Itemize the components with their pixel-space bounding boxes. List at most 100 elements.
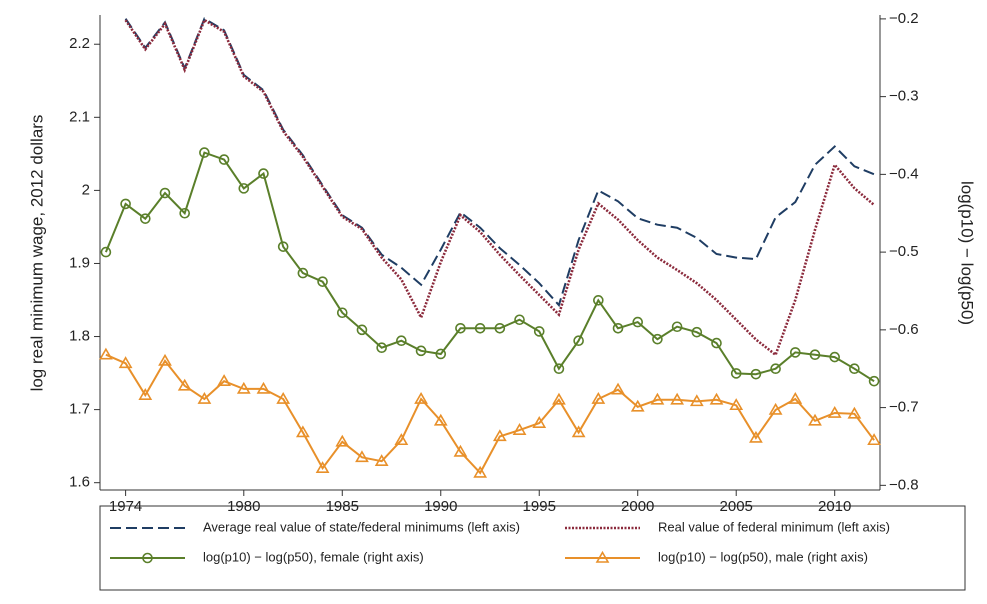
y2-tick-label: −0.6	[889, 321, 919, 338]
marker	[258, 168, 269, 179]
marker	[770, 363, 781, 375]
marker	[315, 461, 330, 474]
marker	[335, 434, 350, 447]
marker	[829, 351, 840, 363]
series-line	[124, 17, 875, 308]
x-tick-label: 1990	[424, 498, 457, 515]
y2-tick-label: −0.2	[889, 10, 919, 27]
marker	[514, 314, 525, 326]
marker	[159, 187, 171, 199]
marker	[532, 416, 547, 428]
marker	[691, 326, 703, 338]
y2-axis-label: log(p10) − log(p50)	[958, 181, 977, 325]
marker	[100, 246, 112, 258]
marker	[317, 276, 328, 287]
y-tick-label: 1.6	[69, 474, 90, 491]
legend-label: log(p10) − log(p50), female (right axis)	[203, 549, 424, 564]
marker	[236, 381, 251, 394]
x-tick-label: 2010	[818, 498, 851, 515]
marker	[611, 382, 625, 395]
marker	[453, 444, 468, 457]
series-line	[124, 18, 875, 357]
marker	[238, 183, 250, 194]
marker	[197, 391, 212, 404]
x-tick-label: 2005	[720, 498, 753, 515]
marker	[158, 353, 172, 366]
y2-tick-label: −0.8	[889, 476, 919, 493]
marker	[356, 324, 368, 336]
x-tick-label: 1974	[109, 498, 142, 515]
marker	[355, 450, 369, 463]
marker	[652, 333, 663, 345]
marker	[276, 391, 291, 404]
marker	[179, 207, 190, 219]
marker	[788, 391, 803, 404]
marker	[376, 342, 387, 354]
marker	[474, 322, 486, 334]
marker	[867, 433, 881, 446]
marker	[140, 213, 151, 224]
marker	[768, 402, 783, 415]
y-tick-label: 2.2	[69, 35, 90, 52]
marker	[199, 147, 210, 158]
marker	[750, 368, 762, 380]
marker	[415, 345, 427, 357]
legend-box	[99, 505, 966, 591]
marker	[256, 381, 271, 394]
marker	[414, 391, 428, 404]
marker	[120, 198, 131, 210]
marker	[650, 392, 665, 405]
y-tick-label: 1.8	[69, 328, 90, 345]
y2-tick-label: −0.7	[889, 399, 919, 416]
marker	[730, 368, 742, 379]
marker	[118, 356, 133, 369]
marker	[177, 378, 192, 391]
marker	[435, 348, 447, 360]
legend-label: log(p10) − log(p50), male (right axis)	[658, 549, 868, 564]
marker	[670, 392, 685, 405]
x-tick-label: 1985	[326, 498, 359, 515]
marker	[591, 391, 606, 404]
marker	[455, 322, 466, 334]
x-tick-label: 1995	[523, 498, 556, 515]
marker	[552, 392, 566, 405]
marker	[512, 423, 527, 435]
legend-label: Real value of federal minimum (left axis…	[658, 519, 890, 534]
marker	[689, 394, 704, 407]
marker	[632, 316, 644, 328]
marker	[433, 413, 448, 426]
legend-label: Average real value of state/federal mini…	[203, 519, 520, 534]
x-tick-label: 1980	[227, 498, 260, 515]
marker	[571, 425, 586, 438]
y2-tick-label: −0.4	[889, 165, 919, 182]
marker	[138, 388, 153, 400]
series-line	[104, 151, 875, 383]
marker	[827, 405, 842, 418]
marker	[593, 295, 604, 306]
marker	[217, 374, 231, 386]
marker	[396, 335, 407, 347]
marker	[790, 347, 801, 358]
marker	[336, 307, 348, 319]
series-line	[105, 353, 875, 475]
y-tick-label: 1.9	[69, 254, 90, 271]
y-tick-label: 1.7	[69, 401, 90, 418]
marker	[99, 347, 113, 360]
legend: Average real value of state/federal mini…	[110, 519, 890, 564]
y-tick-label: 2	[82, 181, 90, 198]
marker	[573, 335, 584, 347]
marker	[729, 398, 744, 411]
marker	[218, 154, 230, 165]
marker	[277, 241, 289, 252]
marker	[711, 337, 722, 349]
y2-tick-label: −0.5	[889, 243, 919, 260]
marker	[295, 425, 310, 438]
x-tick-label: 2000	[621, 498, 654, 515]
marker	[671, 321, 683, 333]
y-tick-label: 2.1	[69, 108, 90, 125]
y2-tick-label: −0.3	[889, 88, 919, 105]
marker	[142, 552, 153, 564]
marker	[630, 399, 645, 412]
marker	[374, 454, 389, 467]
